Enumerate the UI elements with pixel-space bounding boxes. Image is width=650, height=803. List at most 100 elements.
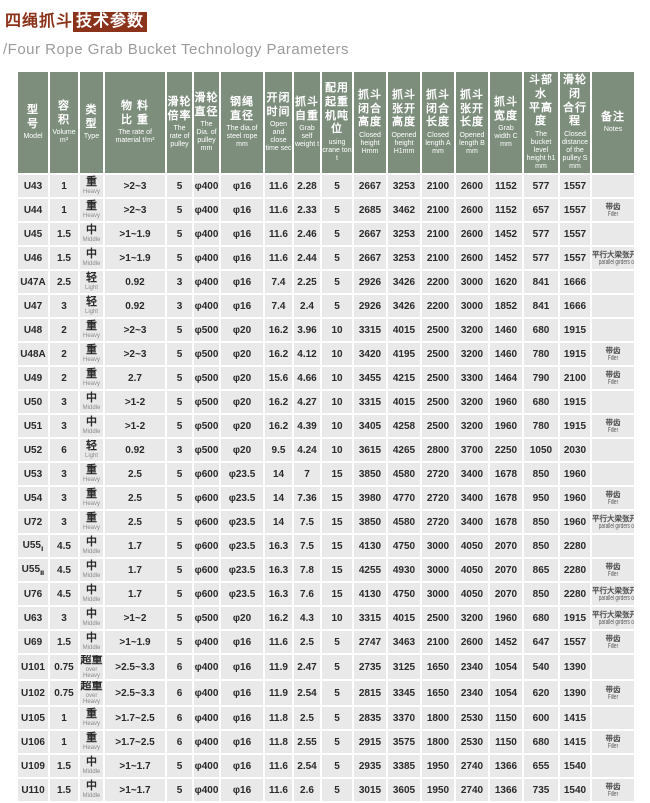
table-row: U102 0.75 超重 over Heavy >2.5~3.3 6 φ400 φ16 11.9…: [18, 681, 634, 706]
cell-crane_ton: 5: [322, 223, 352, 246]
cell-note: 带齿 Filler: [592, 559, 634, 582]
cell-grab_w: 1452: [490, 247, 522, 270]
cell-grab_w: 1452: [490, 631, 522, 654]
cell-open_close: 11.6: [265, 755, 292, 778]
cell-grab_w: 1152: [490, 199, 522, 222]
table-body: U43 1 重 Heavy >2~3 5 φ400 φ16 11.6 2.28 5 2667 3253 2…: [18, 175, 634, 802]
col-header-en: Closed distance of the pulley S mm: [561, 131, 589, 171]
cell-pulley_dia: φ400: [194, 223, 219, 246]
cell-closed_h: 2815: [354, 681, 386, 706]
cell-volume: 4.5: [50, 535, 78, 558]
cell-crane_ton: 10: [322, 319, 352, 342]
cell-opened_l: 3200: [456, 343, 488, 366]
cell-grab_w: 1678: [490, 511, 522, 534]
type-en: Middle: [82, 793, 101, 800]
cell-pulley_dia: φ400: [194, 247, 219, 270]
cell-opened_l: 2340: [456, 681, 488, 706]
cell-level_h: 577: [524, 175, 558, 198]
cell-note: [592, 271, 634, 294]
note-en: Filler: [607, 642, 619, 650]
cell-material: 0.92: [105, 439, 165, 462]
cell-opened_l: 3200: [456, 415, 488, 438]
cell-volume: 6: [50, 439, 78, 462]
cell-grab_w: 1460: [490, 343, 522, 366]
cell-pulley_s: 1540: [560, 755, 590, 778]
note-cn: 平行大梁张开: [592, 609, 634, 619]
type-cn: 超重: [80, 655, 103, 667]
cell-material: >2~3: [105, 175, 165, 198]
cell-opened_l: 2530: [456, 707, 488, 730]
cell-closed_l: 1950: [422, 755, 454, 778]
cell-rope_dia: φ16: [221, 223, 263, 246]
cell-volume: 1: [50, 199, 78, 222]
cell-rope_dia: φ16: [221, 271, 263, 294]
cell-closed_l: 2800: [422, 439, 454, 462]
col-header-en: Opened length B mm: [459, 132, 485, 156]
cell-crane_ton: 5: [322, 199, 352, 222]
type-cn: 中: [86, 632, 97, 645]
cell-self_weight: 7.5: [294, 511, 320, 534]
cell-self_weight: 2.47: [294, 655, 320, 680]
col-header-cn: 钢绳 直径: [230, 95, 254, 122]
cell-model: U47A: [18, 271, 48, 294]
cell-type: 超重 over Heavy: [80, 681, 103, 706]
cell-pulley_dia: φ500: [194, 607, 219, 630]
cell-volume: 2: [50, 367, 78, 390]
note-cn: 带齿: [605, 201, 621, 211]
type-en: Middle: [82, 549, 101, 556]
type-en: Middle: [82, 645, 101, 652]
type-cn: 重: [86, 176, 97, 189]
cell-crane_ton: 5: [322, 631, 352, 654]
cell-level_h: 780: [524, 343, 558, 366]
type-cn: 重: [86, 320, 97, 333]
cell-grab_w: 1960: [490, 415, 522, 438]
cell-volume: 1.5: [50, 631, 78, 654]
cell-closed_h: 3850: [354, 463, 386, 486]
cell-closed_l: 2500: [422, 391, 454, 414]
cell-opened_h: 3385: [388, 755, 420, 778]
cell-opened_h: 3370: [388, 707, 420, 730]
cell-pulley_rate: 6: [167, 681, 192, 706]
table-row: U52 6 轻 Light 0.92 3 φ500 φ20 9.5 4.24 10 3615 4265 2…: [18, 439, 634, 462]
cell-opened_l: 3700: [456, 439, 488, 462]
cell-pulley_rate: 5: [167, 247, 192, 270]
cell-rope_dia: φ20: [221, 343, 263, 366]
cell-model: U72: [18, 511, 48, 534]
type-cn: 重: [86, 200, 97, 213]
type-en: Light: [84, 453, 98, 460]
cell-pulley_s: 1915: [560, 343, 590, 366]
cell-opened_l: 3400: [456, 487, 488, 510]
cell-level_h: 680: [524, 731, 558, 754]
cell-opened_l: 4050: [456, 583, 488, 606]
cell-crane_ton: 10: [322, 439, 352, 462]
col-header-en: The rate of pulley: [169, 125, 190, 149]
cell-open_close: 11.6: [265, 779, 292, 802]
cell-open_close: 16.2: [265, 343, 292, 366]
cell-self_weight: 2.4: [294, 295, 320, 318]
cell-open_close: 16.2: [265, 391, 292, 414]
cell-closed_h: 2926: [354, 271, 386, 294]
cell-pulley_rate: 6: [167, 731, 192, 754]
cell-opened_h: 4215: [388, 367, 420, 390]
cell-material: >1~1.7: [105, 755, 165, 778]
cell-pulley_s: 1915: [560, 391, 590, 414]
cell-material: >2.5~3.3: [105, 655, 165, 680]
cell-material: 0.92: [105, 271, 165, 294]
type-en: Middle: [82, 597, 101, 604]
cell-crane_ton: 15: [322, 535, 352, 558]
cell-material: >2~3: [105, 199, 165, 222]
cell-open_close: 16.2: [265, 415, 292, 438]
cell-opened_h: 3253: [388, 223, 420, 246]
col-header-en: using crane ton t: [322, 139, 352, 163]
cell-opened_l: 3000: [456, 271, 488, 294]
type-en: Middle: [82, 573, 101, 580]
cell-opened_h: 3463: [388, 631, 420, 654]
cell-pulley_dia: φ400: [194, 681, 219, 706]
col-header-en: Grab width C mm: [494, 125, 518, 149]
cell-opened_l: 4050: [456, 535, 488, 558]
cell-model: U55Ⅰ: [18, 535, 48, 558]
type-cn: 中: [86, 536, 97, 549]
cell-closed_l: 1650: [422, 681, 454, 706]
cell-open_close: 11.6: [265, 223, 292, 246]
